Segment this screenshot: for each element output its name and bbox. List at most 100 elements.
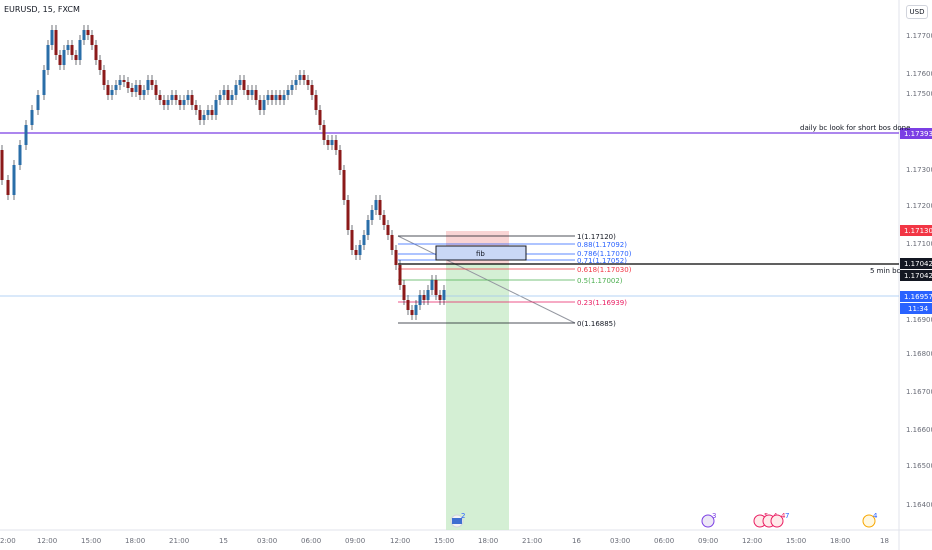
price-tick: 1.17600 (906, 70, 932, 78)
time-tick: 12:00 (390, 537, 410, 545)
candle-body (278, 95, 282, 100)
candle-body (398, 265, 402, 285)
candle-body (218, 95, 222, 100)
symbol-title[interactable]: EURUSD, 15, FXCM (4, 5, 80, 14)
candle-body (434, 280, 438, 295)
candle-body (110, 90, 114, 95)
price-tick: 1.17500 (906, 90, 932, 98)
current-price-badge (900, 258, 932, 269)
candle-body (270, 95, 274, 100)
countdown-badge-text: 11:34 (908, 305, 929, 313)
candle-body (102, 70, 106, 85)
price-tick: 1.17300 (906, 166, 932, 174)
fib-label: 0.88(1.17092) (577, 241, 627, 249)
candle-body (290, 85, 294, 90)
time-tick: 16 (572, 537, 581, 545)
time-tick: 12:00 (37, 537, 57, 545)
candle-body (358, 245, 362, 255)
candle-body (42, 70, 46, 95)
candle-body (66, 45, 70, 50)
fib-label: 1(1.17120) (577, 233, 616, 241)
candle-body (422, 295, 426, 300)
price-tick: 1.16600 (906, 426, 932, 434)
event-count: 2 (461, 512, 465, 520)
candle-body (390, 235, 394, 250)
candle-body (170, 95, 174, 100)
candle-body (150, 80, 154, 85)
candle-body (82, 30, 86, 40)
candle-body (226, 90, 230, 100)
candle-body (382, 215, 386, 225)
time-tick: 03:00 (610, 537, 630, 545)
candle-body (230, 95, 234, 100)
candle-body (78, 40, 82, 60)
candle-body (246, 90, 250, 95)
time-tick: 09:00 (698, 537, 718, 545)
last-price-badge (900, 291, 932, 302)
current-price-badge-text: 1.17042 (904, 260, 932, 268)
five-min-line-label: 5 min bc (870, 267, 901, 275)
candle-body (62, 50, 66, 65)
candle-body (210, 110, 214, 115)
candle-body (174, 95, 178, 100)
candle-body (442, 290, 446, 300)
price-tick: 1.16800 (906, 350, 932, 358)
time-tick: 12:00 (742, 537, 762, 545)
candle-body (162, 100, 166, 105)
candle-body (406, 300, 410, 310)
candle-body (250, 90, 254, 95)
event-count: 3 (712, 512, 716, 520)
take-profit-zone[interactable] (446, 264, 509, 530)
candle-body (438, 295, 442, 300)
candle-body (378, 200, 382, 215)
candle-body (194, 105, 198, 110)
candle-body (206, 110, 210, 115)
candle-body (134, 85, 138, 92)
candle-body (338, 150, 342, 170)
candle-body (414, 305, 418, 315)
candle-body (306, 80, 310, 85)
candle-body (318, 110, 322, 125)
time-tick: 18:00 (478, 537, 498, 545)
candle-body (126, 82, 130, 88)
candle-body (254, 90, 258, 100)
time-tick: 21:00 (169, 537, 189, 545)
candle-body (222, 90, 226, 95)
candle-body (330, 140, 334, 145)
candle-body (58, 55, 62, 65)
candle-body (190, 95, 194, 105)
candle-body (94, 45, 98, 60)
time-tick: 18 (880, 537, 889, 545)
candle-body (410, 310, 414, 315)
moon-icon[interactable] (701, 514, 715, 528)
fib-label: 0.618(1.17030) (577, 266, 632, 274)
candle-body (294, 80, 298, 85)
daily-price-badge-text: 1.17393 (904, 130, 932, 138)
fib-label: 0.71(1.17052) (577, 257, 627, 265)
event-markers[interactable]: 2 3 5 4 4 7 4 (450, 512, 878, 528)
currency-button[interactable]: USD (906, 5, 928, 19)
candle-body (238, 80, 242, 85)
time-tick: 18:00 (830, 537, 850, 545)
price-tick: 1.16500 (906, 462, 932, 470)
fib-trend-line[interactable] (397, 235, 576, 324)
fib-box[interactable] (435, 245, 527, 261)
flag-icon[interactable] (862, 514, 876, 528)
price-tick: 1.16700 (906, 388, 932, 396)
candle-body (266, 95, 270, 100)
fib-label: 0.5(1.17002) (577, 277, 623, 285)
flag-icon[interactable] (770, 514, 784, 528)
time-axis[interactable]: 2:00 12:00 15:00 18:00 21:00 15 03:00 06… (0, 537, 889, 545)
candle-body (214, 100, 218, 115)
candle-body (374, 200, 378, 210)
daily-line-label: daily bc look for short bos done (800, 124, 910, 132)
candle-body (326, 140, 330, 145)
candle-body (198, 110, 202, 120)
stop-price-badge (900, 225, 932, 236)
time-tick: 15 (219, 537, 228, 545)
candle-body (70, 45, 74, 55)
candle-body (362, 235, 366, 245)
price-tick: 1.17100 (906, 240, 932, 248)
price-axis[interactable]: 1.17700 1.17600 1.17500 1.17300 1.17200 … (906, 32, 932, 509)
